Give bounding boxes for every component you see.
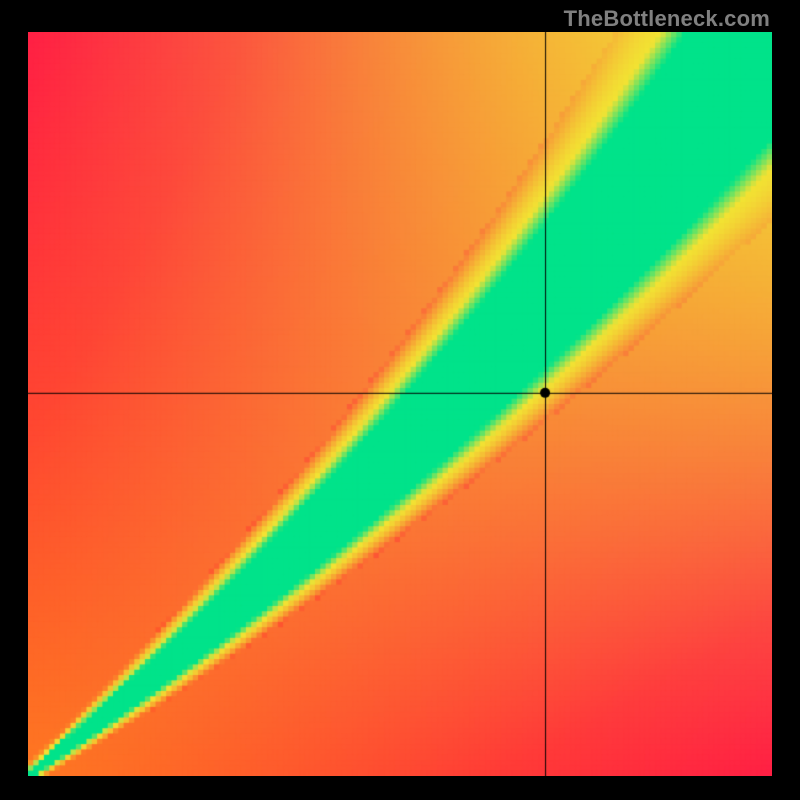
- watermark-label: TheBottleneck.com: [564, 6, 770, 32]
- chart-container: TheBottleneck.com: [0, 0, 800, 800]
- bottleneck-heatmap: [28, 32, 772, 776]
